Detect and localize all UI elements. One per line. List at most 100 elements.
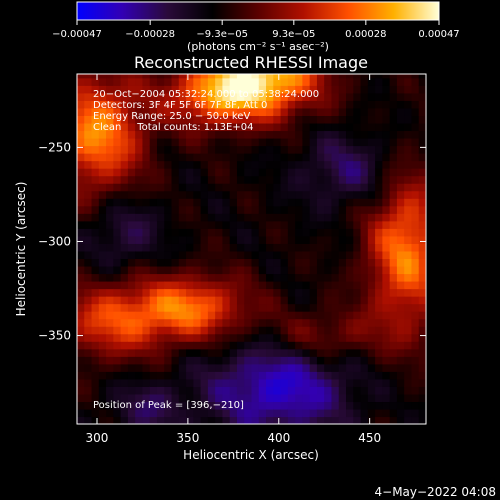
heatmap-cell bbox=[396, 296, 405, 305]
heatmap-cell bbox=[142, 273, 151, 282]
heatmap-cell bbox=[266, 371, 274, 380]
heatmap-cell bbox=[331, 393, 340, 403]
heatmap-cell bbox=[215, 153, 224, 162]
colorbar-tick-label: 0.00047 bbox=[418, 29, 459, 40]
heatmap-cell bbox=[222, 190, 231, 199]
heatmap-cell bbox=[411, 228, 420, 237]
heatmap-cell bbox=[142, 122, 151, 132]
heatmap-cell bbox=[324, 77, 333, 86]
heatmap-cell bbox=[127, 190, 136, 199]
heatmap-cell bbox=[353, 401, 362, 410]
heatmap-cell bbox=[404, 198, 413, 207]
heatmap-cell bbox=[113, 341, 122, 350]
heatmap-cell bbox=[266, 303, 274, 312]
heatmap-cell bbox=[77, 175, 85, 184]
heatmap-cell bbox=[338, 190, 347, 199]
heatmap-cell bbox=[287, 273, 296, 282]
heatmap-cell bbox=[229, 235, 238, 244]
heatmap-cell bbox=[309, 408, 318, 418]
heatmap-cell bbox=[244, 371, 253, 380]
heatmap-cell bbox=[258, 100, 267, 109]
heatmap-cell bbox=[77, 205, 85, 214]
heatmap-cell bbox=[404, 153, 413, 162]
heatmap-cell bbox=[346, 100, 354, 109]
heatmap-cell bbox=[98, 243, 107, 252]
heatmap-cell bbox=[396, 280, 405, 290]
heatmap-cell bbox=[360, 92, 369, 101]
heatmap-cell bbox=[200, 137, 209, 147]
heatmap-cell bbox=[353, 85, 362, 94]
heatmap-cell bbox=[200, 258, 209, 267]
heatmap-cell bbox=[287, 190, 296, 199]
heatmap-cell bbox=[193, 393, 202, 403]
heatmap-cell bbox=[331, 100, 340, 109]
heatmap-cell bbox=[418, 265, 426, 275]
heatmap-cell bbox=[367, 220, 376, 229]
heatmap-cell bbox=[222, 160, 231, 169]
heatmap-cell bbox=[77, 288, 85, 297]
heatmap-cell bbox=[244, 393, 253, 403]
heatmap-cell bbox=[98, 280, 107, 290]
heatmap-cell bbox=[338, 416, 347, 424]
heatmap-cell bbox=[113, 333, 122, 342]
heatmap-cell bbox=[309, 386, 318, 395]
heatmap-cell bbox=[324, 145, 333, 154]
heatmap-cell bbox=[164, 100, 173, 109]
heatmap-cell bbox=[178, 265, 187, 275]
heatmap-cell bbox=[142, 74, 151, 79]
heatmap-cell bbox=[316, 311, 325, 320]
heatmap-cell bbox=[127, 265, 136, 275]
heatmap-cell bbox=[346, 183, 354, 192]
heatmap-cell bbox=[389, 243, 398, 252]
heatmap-cell bbox=[324, 363, 333, 372]
heatmap-cell bbox=[229, 220, 238, 229]
heatmap-cell bbox=[236, 160, 245, 169]
heatmap-cell bbox=[186, 333, 194, 342]
heatmap-cell bbox=[244, 378, 253, 387]
heatmap-cell bbox=[331, 280, 340, 290]
heatmap-cell bbox=[127, 303, 136, 312]
heatmap-cell bbox=[338, 296, 347, 305]
heatmap-cell bbox=[404, 273, 413, 282]
heatmap-cell bbox=[135, 228, 144, 237]
heatmap-cell bbox=[367, 356, 376, 365]
heatmap-cell bbox=[106, 243, 114, 252]
heatmap-cell bbox=[77, 130, 85, 139]
heatmap-cell bbox=[382, 153, 391, 162]
heatmap-cell bbox=[353, 130, 362, 139]
heatmap-cell bbox=[287, 280, 296, 290]
heatmap-cell bbox=[113, 85, 122, 94]
heatmap-cell bbox=[382, 265, 391, 275]
heatmap-cell bbox=[251, 107, 260, 116]
heatmap-cell bbox=[91, 107, 100, 116]
heatmap-cell bbox=[287, 213, 296, 222]
heatmap-cell bbox=[258, 326, 267, 335]
heatmap-cell bbox=[258, 122, 267, 132]
heatmap-cell bbox=[98, 205, 107, 214]
heatmap-cell bbox=[178, 416, 187, 424]
heatmap-cell bbox=[215, 168, 224, 177]
heatmap-cell bbox=[411, 130, 420, 139]
heatmap-cell bbox=[280, 326, 289, 335]
heatmap-cell bbox=[251, 326, 260, 335]
heatmap-cell bbox=[353, 115, 362, 124]
heatmap-cell bbox=[367, 228, 376, 237]
heatmap-cell bbox=[418, 273, 426, 282]
heatmap-cell bbox=[411, 183, 420, 192]
heatmap-cell bbox=[120, 341, 129, 350]
heatmap-cell bbox=[353, 77, 362, 86]
heatmap-cell bbox=[411, 265, 420, 275]
heatmap-cell bbox=[215, 273, 224, 282]
heatmap-cell bbox=[273, 258, 282, 267]
heatmap-cell bbox=[338, 348, 347, 357]
heatmap-cell bbox=[418, 250, 426, 260]
heatmap-cell bbox=[273, 280, 282, 290]
heatmap-cell bbox=[287, 250, 296, 260]
heatmap-cell bbox=[367, 130, 376, 139]
heatmap-cell bbox=[142, 288, 151, 297]
heatmap-cell bbox=[149, 326, 158, 335]
heatmap-cell bbox=[266, 107, 274, 116]
heatmap-cell bbox=[193, 115, 202, 124]
heatmap-cell bbox=[273, 341, 282, 350]
heatmap-cell bbox=[324, 265, 333, 275]
